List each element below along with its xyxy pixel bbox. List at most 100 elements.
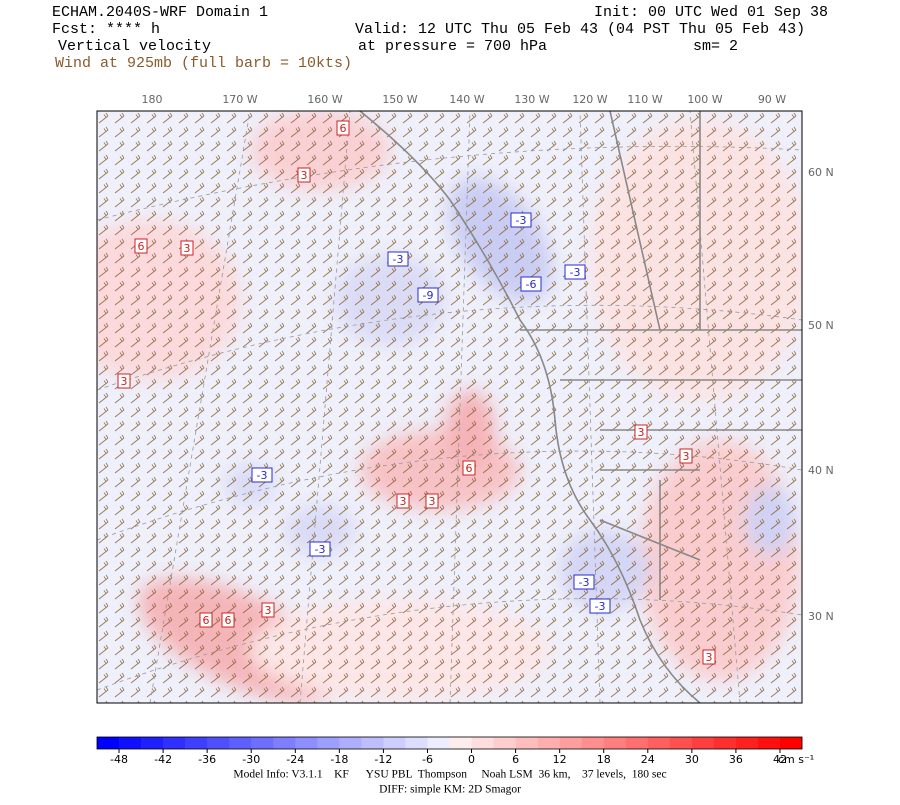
colorbar-cell (383, 737, 406, 749)
map-area (97, 111, 802, 703)
contour-label: -3 (579, 576, 590, 589)
colorbar-cell (163, 737, 186, 749)
contour-label-box (702, 649, 716, 665)
contour-label: 3 (121, 375, 128, 388)
contour-label: 3 (683, 450, 690, 463)
contour-label-box (462, 460, 476, 476)
contour-label-box (520, 276, 542, 292)
contour-label: 6 (203, 614, 210, 627)
contour-label-box (425, 493, 439, 509)
colorbar-label: 42 (773, 753, 787, 766)
contour-label: 6 (466, 462, 473, 475)
contour-label: 3 (184, 242, 191, 255)
colorbar-cell (493, 737, 516, 749)
contour-label: 3 (638, 426, 645, 439)
colorbar-label: -48 (110, 753, 128, 766)
colorbar-cell (449, 737, 472, 749)
colorbar-cell (713, 737, 737, 749)
contour-label-box (297, 167, 311, 183)
init-time: Init: 00 UTC Wed 01 Sep 38 (594, 4, 828, 21)
latitude-label: 40 N (808, 464, 834, 477)
model-title: ECHAM.2040S-WRF Domain 1 (52, 4, 268, 21)
colorbar-cell (581, 737, 605, 749)
contour-label: -6 (526, 278, 537, 291)
longitude-label: 160 W (307, 93, 342, 106)
field-name: Vertical velocity (58, 38, 211, 55)
colorbar-cell (273, 737, 296, 749)
colorbar-label: 36 (729, 753, 743, 766)
colorbar-cell (603, 737, 627, 749)
colorbar-cell (515, 737, 538, 749)
contour-label: 3 (706, 651, 713, 664)
colorbar-cell (559, 737, 582, 749)
contour-label-box (510, 212, 532, 228)
colorbar-cell (537, 737, 560, 749)
contour-label-box (396, 493, 410, 509)
colorbar-cell (691, 737, 715, 749)
diff-info: DIFF: simple KM: 2D Smagor (379, 784, 521, 796)
contour-label-box (417, 287, 439, 303)
map-frame (96, 110, 803, 704)
colorbar-frame (96, 736, 803, 750)
contour-label-box (199, 612, 213, 628)
contour-label: -3 (315, 543, 326, 556)
colorbar-cell (97, 737, 120, 749)
smoothing: sm= 2 (693, 38, 738, 55)
colorbar-cell (779, 737, 803, 749)
wind-note: Wind at 925mb (full barb = 10kts) (55, 55, 352, 72)
colorbar-label: -42 (154, 753, 172, 766)
longitude-label: 100 W (687, 93, 722, 106)
model-info: Model Info: V3.1.1 KF YSU PBL Thompson N… (233, 769, 666, 781)
colorbar-cell (141, 737, 164, 749)
colorbar-label: 0 (468, 753, 475, 766)
contour-label: 6 (138, 240, 145, 253)
colorbar-cell (317, 737, 340, 749)
latitude-label: 60 N (808, 166, 834, 179)
contour-label-box (251, 467, 273, 483)
contour-label: -9 (423, 289, 434, 302)
colorbar-cell (339, 737, 362, 749)
longitude-label: 150 W (382, 93, 417, 106)
latitude-label: 50 N (808, 319, 834, 332)
colorbar-label: -30 (242, 753, 260, 766)
colorbar-label: -18 (330, 753, 348, 766)
longitude-label: 140 W (449, 93, 484, 106)
colorbar-cell (427, 737, 450, 749)
contour-label: 3 (429, 495, 436, 508)
colorbar-label: 12 (553, 753, 567, 766)
longitude-label: 130 W (514, 93, 549, 106)
contour-label: -3 (257, 469, 268, 482)
colorbar-cell (229, 737, 252, 749)
contour-label-box (180, 240, 194, 256)
contour-label: 3 (301, 169, 308, 182)
colorbar-label: 30 (685, 753, 699, 766)
colorbar-cell (669, 737, 693, 749)
longitude-label: 180 (142, 93, 163, 106)
colorbar-cell (207, 737, 230, 749)
contour-label: 3 (400, 495, 407, 508)
contour-label: 6 (225, 614, 232, 627)
colorbar-cell (119, 737, 142, 749)
longitude-label: 110 W (627, 93, 662, 106)
coastlines (359, 111, 802, 703)
contour-label-box (134, 238, 148, 254)
contour-label: 6 (340, 122, 347, 135)
contour-label-box (589, 598, 611, 614)
longitude-label: 170 W (222, 93, 257, 106)
colorbar-label: 18 (597, 753, 611, 766)
colorbar-cell (735, 737, 759, 749)
colorbar-label: -12 (374, 753, 392, 766)
contour-label-box (679, 448, 693, 464)
colorbar-cell (295, 737, 318, 749)
contour-label-box (117, 373, 131, 389)
colorbar-cell (757, 737, 781, 749)
contour-label: -3 (393, 253, 404, 266)
pressure-level: at pressure = 700 hPa (358, 38, 547, 55)
colorbar-cell (251, 737, 274, 749)
longitude-label: 90 W (758, 93, 786, 106)
colorbar-label: -6 (422, 753, 433, 766)
forecast-hour: Fcst: **** h (52, 21, 160, 38)
colorbar-cell (405, 737, 428, 749)
